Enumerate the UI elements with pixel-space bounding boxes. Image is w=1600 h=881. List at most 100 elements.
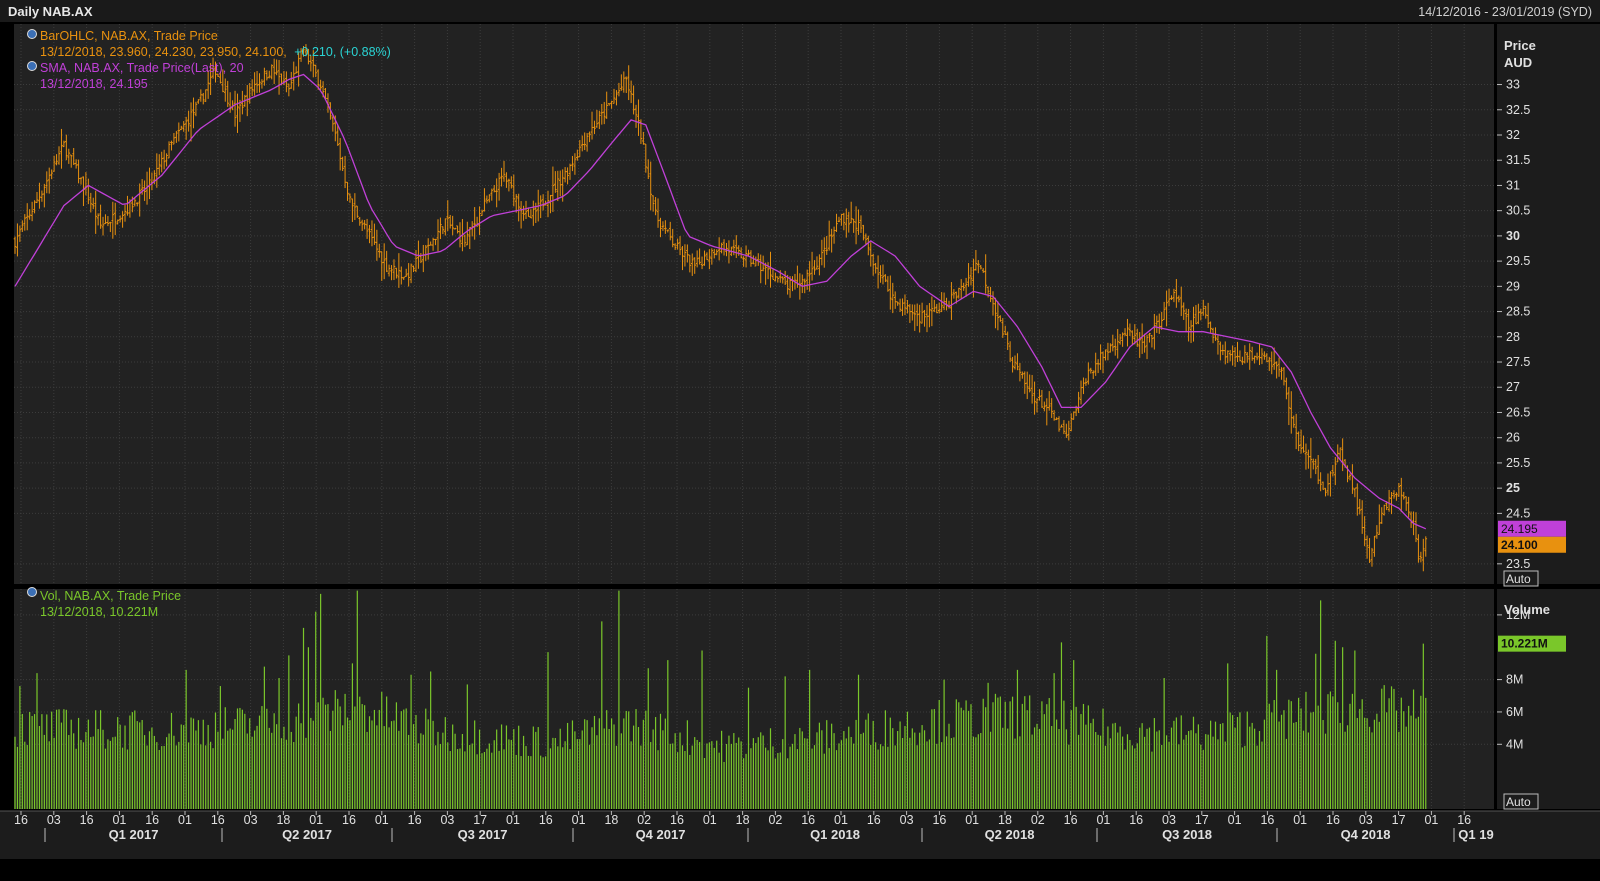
price-tick-label: 29 bbox=[1506, 279, 1520, 293]
price-tick-label: 31.5 bbox=[1506, 153, 1530, 167]
volume-legend: Vol, NAB.AX, Trade Price 13/12/2018, 10.… bbox=[27, 587, 181, 619]
quarter-label: Q4 2017 bbox=[636, 827, 686, 842]
volume-axis: Volume 4M 6M 8M 12M bbox=[1497, 602, 1550, 751]
time-tick-label: 02 bbox=[637, 813, 651, 827]
price-tick-label: 28.5 bbox=[1506, 305, 1530, 319]
legend-volume-title: Vol, NAB.AX, Trade Price bbox=[40, 589, 181, 603]
price-tick-label: 32.5 bbox=[1506, 103, 1530, 117]
price-tick-label: 27 bbox=[1506, 380, 1520, 394]
time-tick-label: 03 bbox=[1359, 813, 1373, 827]
time-tick-label: 01 bbox=[572, 813, 586, 827]
price-tick-label: 31 bbox=[1506, 178, 1520, 192]
time-tick-label: 16 bbox=[408, 813, 422, 827]
time-tick-label: 01 bbox=[1228, 813, 1242, 827]
price-tick-label: 26.5 bbox=[1506, 405, 1530, 419]
price-tick-label: 24.5 bbox=[1506, 506, 1530, 520]
price-last-value: 24.100 bbox=[1501, 538, 1538, 552]
time-tick-label: 03 bbox=[900, 813, 914, 827]
time-tick-label: 16 bbox=[1326, 813, 1340, 827]
time-tick-label: 01 bbox=[112, 813, 126, 827]
time-tick-label: 17 bbox=[1195, 813, 1209, 827]
time-tick-label: 03 bbox=[440, 813, 454, 827]
time-tick-label: 03 bbox=[1162, 813, 1176, 827]
volume-tick-label: 4M bbox=[1506, 737, 1523, 751]
quarter-label: Q4 2018 bbox=[1341, 827, 1391, 842]
price-tick-label: 33 bbox=[1506, 78, 1520, 92]
chart-title: Daily NAB.AX bbox=[8, 4, 93, 19]
volume-auto-button[interactable] bbox=[1503, 793, 1539, 810]
volume-axis-panel bbox=[1497, 589, 1600, 809]
time-tick-label: 16 bbox=[670, 813, 684, 827]
price-tick-label: 32 bbox=[1506, 128, 1520, 142]
time-tick-label: 17 bbox=[1392, 813, 1406, 827]
time-tick-label: 03 bbox=[47, 813, 61, 827]
volume-auto-label: Auto bbox=[1506, 795, 1531, 809]
legend-sma-title: SMA, NAB.AX, Trade Price(Last), 20 bbox=[40, 61, 244, 75]
time-tick-label: 18 bbox=[998, 813, 1012, 827]
time-tick-label: 01 bbox=[1293, 813, 1307, 827]
legend-volume-values: 13/12/2018, 10.221M bbox=[40, 605, 158, 619]
time-tick-label: 02 bbox=[768, 813, 782, 827]
volume-grid bbox=[14, 589, 1494, 809]
sma-20-line bbox=[14, 73, 1427, 530]
time-tick-label: 16 bbox=[1457, 813, 1471, 827]
time-tick-label: 16 bbox=[342, 813, 356, 827]
time-tick-label: 16 bbox=[539, 813, 553, 827]
date-range: 14/12/2016 - 23/01/2019 (SYD) bbox=[1418, 5, 1592, 19]
time-axis-panel bbox=[0, 811, 1600, 859]
quarter-label: Q2 2018 bbox=[985, 827, 1035, 842]
time-tick-label: 16 bbox=[80, 813, 94, 827]
price-tick-label: 29.5 bbox=[1506, 254, 1530, 268]
time-tick-label: 01 bbox=[1096, 813, 1110, 827]
sma-last-tag bbox=[1498, 520, 1566, 537]
time-tick-label: 18 bbox=[736, 813, 750, 827]
price-panel bbox=[14, 24, 1494, 584]
price-tick-label: 27.5 bbox=[1506, 355, 1530, 369]
legend-sma-values: 13/12/2018, 24.195 bbox=[40, 77, 148, 91]
volume-axis-title: Volume bbox=[1504, 602, 1550, 617]
price-tick-label: 25 bbox=[1506, 481, 1520, 495]
time-tick-label: 01 bbox=[178, 813, 192, 827]
time-tick-label: 02 bbox=[1031, 813, 1045, 827]
volume-last-tag bbox=[1498, 635, 1566, 652]
volume-bars bbox=[14, 590, 1427, 809]
time-tick-label: 16 bbox=[1129, 813, 1143, 827]
time-tick-label: 16 bbox=[932, 813, 946, 827]
time-tick-label: 01 bbox=[834, 813, 848, 827]
legend-ohlc-toggle-icon[interactable] bbox=[27, 29, 37, 39]
quarter-label: Q2 2017 bbox=[282, 827, 332, 842]
price-auto-button[interactable] bbox=[1503, 570, 1539, 587]
legend-ohlc-title: BarOHLC, NAB.AX, Trade Price bbox=[40, 29, 218, 43]
time-tick-label: 01 bbox=[1424, 813, 1438, 827]
legend-sma-toggle-icon[interactable] bbox=[27, 61, 37, 71]
price-axis: Price AUD 23.5 24.5 25 25.5 26 26.5 27 27.5 28 28… bbox=[1497, 38, 1536, 571]
volume-tick-label: 6M bbox=[1506, 705, 1523, 719]
time-axis: 16 03 16 01 16 01 16 03 18 01 16 01 16 03 17 01 16 01 18 02… bbox=[0, 810, 1600, 842]
price-last-tag bbox=[1498, 536, 1566, 553]
legend-volume-toggle-icon[interactable] bbox=[27, 587, 37, 597]
time-tick-label: 16 bbox=[867, 813, 881, 827]
time-tick-label: 01 bbox=[506, 813, 520, 827]
price-tick-label: 23.5 bbox=[1506, 557, 1530, 571]
quarter-label: Q1 19 bbox=[1458, 827, 1493, 842]
quarter-label: Q3 2017 bbox=[458, 827, 508, 842]
price-legend: BarOHLC, NAB.AX, Trade Price 13/12/2018,… bbox=[27, 29, 391, 91]
price-axis-unit: AUD bbox=[1504, 55, 1532, 70]
time-tick-label: 16 bbox=[801, 813, 815, 827]
time-tick-label: 16 bbox=[145, 813, 159, 827]
time-tick-label: 01 bbox=[703, 813, 717, 827]
price-tick-label: 25.5 bbox=[1506, 456, 1530, 470]
time-tick-label: 01 bbox=[309, 813, 323, 827]
legend-ohlc-values-text: 13/12/2018, 23.960, 24.230, 23.950, 24.1… bbox=[40, 45, 287, 59]
price-auto-label: Auto bbox=[1506, 572, 1531, 586]
legend-ohlc-values: 13/12/2018, 23.960, 24.230, 23.950, 24.1… bbox=[40, 45, 391, 59]
time-tick-label: 16 bbox=[14, 813, 28, 827]
time-tick-label: 16 bbox=[211, 813, 225, 827]
legend-ohlc-change: +0.210, (+0.88%) bbox=[294, 45, 391, 59]
volume-last-value: 10.221M bbox=[1501, 637, 1548, 651]
price-grid bbox=[14, 24, 1494, 584]
time-tick-label: 16 bbox=[1260, 813, 1274, 827]
quarter-label: Q1 2017 bbox=[109, 827, 159, 842]
time-tick-label: 18 bbox=[604, 813, 618, 827]
price-tick-label: 30.5 bbox=[1506, 204, 1530, 218]
